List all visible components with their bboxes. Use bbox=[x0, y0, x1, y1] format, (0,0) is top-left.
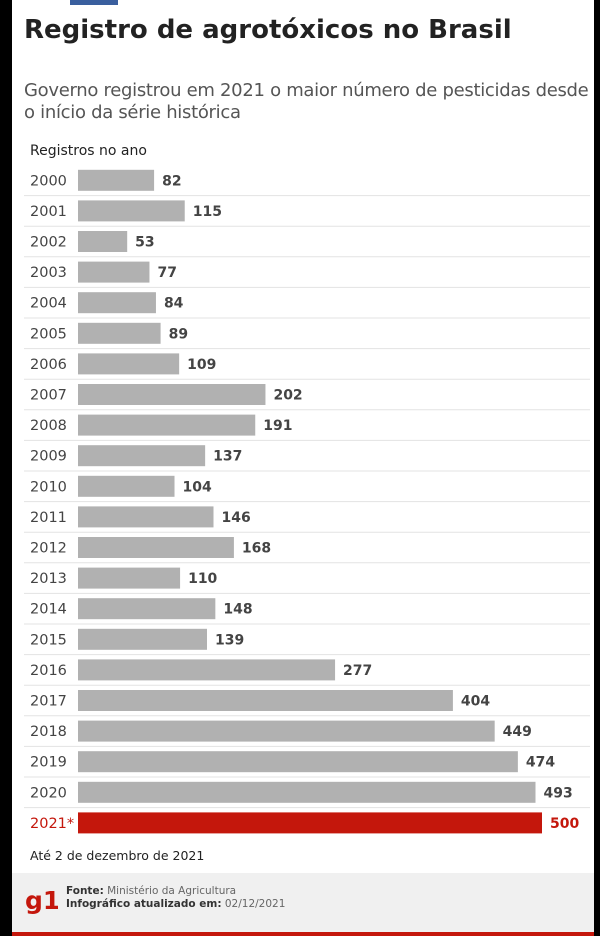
value-label: 139 bbox=[215, 632, 244, 648]
value-label: 277 bbox=[343, 663, 372, 679]
bar bbox=[78, 598, 216, 620]
bar bbox=[78, 200, 185, 222]
bar bbox=[78, 322, 161, 344]
bar bbox=[78, 628, 207, 650]
category-label: 2013 bbox=[30, 571, 67, 587]
bar bbox=[78, 445, 206, 467]
category-label: 2010 bbox=[30, 479, 67, 495]
category-label: 2004 bbox=[30, 296, 67, 312]
category-label: 2018 bbox=[30, 724, 67, 740]
chart-subtitle: Governo registrou em 2021 o maior número… bbox=[24, 80, 589, 123]
infographic-card: Registro de agrotóxicos no Brasil Govern… bbox=[12, 0, 594, 936]
bar bbox=[78, 353, 180, 375]
category-label: 2000 bbox=[30, 173, 67, 189]
category-label: 2007 bbox=[30, 388, 67, 404]
g1-logo-icon: g1 bbox=[25, 886, 58, 915]
category-label: 2020 bbox=[30, 785, 67, 801]
top-accent bbox=[70, 0, 118, 5]
value-label: 148 bbox=[223, 602, 252, 618]
footer: g1 Fonte: Ministério da Agricultura Info… bbox=[12, 873, 594, 936]
category-label: 2019 bbox=[30, 755, 67, 771]
value-label: 104 bbox=[183, 479, 212, 495]
category-label: 2003 bbox=[30, 265, 67, 281]
category-label: 2017 bbox=[30, 694, 67, 710]
category-label: 2012 bbox=[30, 541, 67, 557]
value-label: 449 bbox=[503, 724, 532, 740]
value-label: 82 bbox=[162, 173, 181, 189]
bar bbox=[78, 567, 181, 589]
source-block: Fonte: Ministério da Agricultura Infográ… bbox=[66, 885, 285, 911]
bar bbox=[78, 751, 518, 773]
category-label: 2005 bbox=[30, 326, 67, 342]
source-value: Ministério da Agricultura bbox=[107, 885, 237, 897]
bar bbox=[78, 231, 128, 252]
axis-label: Registros no ano bbox=[30, 143, 147, 159]
bar bbox=[78, 537, 234, 558]
bar bbox=[78, 384, 266, 405]
value-label: 474 bbox=[526, 755, 555, 771]
bar bbox=[78, 414, 256, 436]
category-label: 2006 bbox=[30, 357, 67, 373]
value-label: 202 bbox=[273, 388, 302, 404]
bar bbox=[78, 169, 155, 191]
category-label: 2001 bbox=[30, 204, 67, 220]
bar bbox=[78, 781, 536, 803]
category-label: 2009 bbox=[30, 449, 67, 465]
bar bbox=[78, 506, 214, 528]
bar bbox=[78, 720, 495, 742]
bar bbox=[78, 690, 453, 711]
value-label: 146 bbox=[221, 510, 250, 526]
value-label: 168 bbox=[242, 541, 271, 557]
bar bbox=[78, 261, 150, 283]
value-label: 110 bbox=[188, 571, 217, 587]
value-label: 77 bbox=[157, 265, 176, 281]
value-label: 137 bbox=[213, 449, 242, 465]
bar bbox=[78, 812, 542, 834]
updated-label: Infográfico atualizado em: bbox=[66, 898, 222, 910]
bar bbox=[78, 659, 336, 681]
category-label: 2021* bbox=[30, 816, 74, 832]
value-label: 500 bbox=[550, 816, 579, 832]
value-label: 84 bbox=[164, 296, 184, 312]
category-label: 2015 bbox=[30, 632, 67, 648]
updated-value: 02/12/2021 bbox=[224, 898, 286, 910]
value-label: 191 bbox=[263, 418, 292, 434]
bar bbox=[78, 475, 175, 497]
value-label: 89 bbox=[169, 326, 188, 342]
value-label: 115 bbox=[193, 204, 222, 220]
logo-text: g1 bbox=[25, 886, 58, 915]
chart-title: Registro de agrotóxicos no Brasil bbox=[24, 15, 512, 45]
bar bbox=[78, 292, 156, 314]
value-label: 404 bbox=[461, 694, 490, 710]
source-label: Fonte: bbox=[66, 885, 104, 897]
bar-chart: 2000 82 2001 115 2002 53 2003 77 2004 84 2005 89 200… bbox=[24, 169, 590, 834]
category-label: 2002 bbox=[30, 235, 67, 251]
category-label: 2008 bbox=[30, 418, 67, 434]
value-label: 109 bbox=[187, 357, 216, 373]
footer-accent bbox=[12, 932, 594, 936]
value-label: 493 bbox=[544, 785, 573, 801]
value-label: 53 bbox=[135, 235, 154, 251]
category-label: 2014 bbox=[30, 602, 67, 618]
category-label: 2011 bbox=[30, 510, 67, 526]
category-label: 2016 bbox=[30, 663, 67, 679]
chart-note: Até 2 de dezembro de 2021 bbox=[30, 848, 205, 863]
frame-edge bbox=[595, 0, 600, 936]
